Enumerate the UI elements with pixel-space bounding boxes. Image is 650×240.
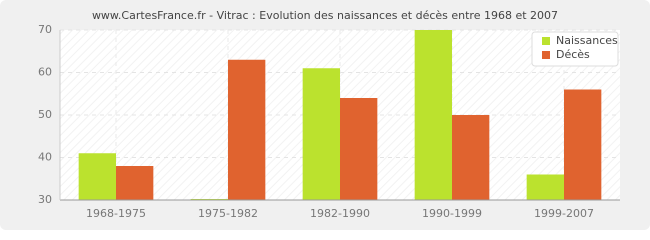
x-tick-label: 1982-1990 <box>310 207 370 220</box>
x-tick-label: 1975-1982 <box>198 207 258 220</box>
y-tick-label: 70 <box>38 23 52 36</box>
y-tick-label: 30 <box>38 193 52 206</box>
chart: www.CartesFrance.fr - Vitrac : Evolution… <box>0 0 650 230</box>
bar <box>564 89 602 200</box>
bar <box>414 30 452 200</box>
bar <box>228 59 266 200</box>
x-tick-label: 1968-1975 <box>86 207 146 220</box>
x-tick-label: 1999-2007 <box>534 207 594 220</box>
y-tick-label: 50 <box>38 108 52 121</box>
y-tick-label: 60 <box>38 66 52 79</box>
bar <box>452 115 490 200</box>
legend-swatch <box>542 51 550 59</box>
legend-label: Naissances <box>556 34 618 47</box>
chart-title: www.CartesFrance.fr - Vitrac : Evolution… <box>92 9 558 22</box>
bar <box>302 68 340 200</box>
bar <box>116 166 154 200</box>
legend-swatch <box>542 37 550 45</box>
x-tick-label: 1990-1999 <box>422 207 482 220</box>
bar <box>78 153 116 200</box>
y-tick-label: 40 <box>38 151 52 164</box>
bar <box>340 98 378 200</box>
legend-box <box>531 31 619 67</box>
legend-label: Décès <box>556 48 590 61</box>
bar <box>526 174 564 200</box>
